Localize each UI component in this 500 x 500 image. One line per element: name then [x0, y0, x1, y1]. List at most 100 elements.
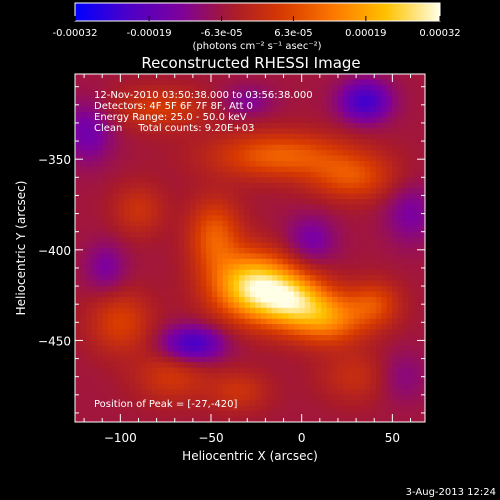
heatmap-cell	[118, 144, 125, 151]
heatmap-cell	[310, 383, 317, 390]
heatmap-cell	[293, 74, 300, 80]
heatmap-cell	[239, 220, 245, 227]
heatmap-cell	[364, 362, 371, 369]
heatmap-cell	[102, 188, 109, 195]
heatmap-cell	[233, 79, 240, 86]
heatmap-cell	[118, 209, 125, 216]
heatmap-cell	[260, 313, 267, 320]
heatmap-cell	[157, 84, 163, 91]
heatmap-cell	[342, 117, 349, 124]
heatmap-cell	[173, 400, 180, 407]
heatmap-cell	[107, 237, 114, 243]
heatmap-cell	[375, 220, 382, 227]
heatmap-cell	[299, 90, 306, 97]
heatmap-cell	[102, 405, 109, 412]
heatmap-cell	[260, 95, 267, 102]
heatmap-cell	[342, 269, 349, 276]
heatmap-cell	[222, 286, 229, 292]
heatmap-cell	[200, 166, 207, 173]
heatmap-cell	[381, 307, 388, 314]
heatmap-cell	[173, 209, 180, 216]
heatmap-cell	[288, 204, 295, 211]
heatmap-cell	[135, 318, 142, 325]
heatmap-cell	[403, 139, 409, 146]
heatmap-cell	[167, 74, 174, 80]
heatmap-cell	[288, 389, 295, 396]
heatmap-cell	[260, 144, 267, 151]
heatmap-cell	[293, 242, 300, 249]
heatmap-cell	[167, 280, 174, 287]
heatmap-cell	[364, 367, 371, 374]
heatmap-cell	[200, 373, 207, 379]
heatmap-cell	[359, 117, 366, 124]
heatmap-cell	[403, 101, 409, 108]
heatmap-cell	[91, 117, 98, 124]
heatmap-cell	[260, 248, 267, 254]
heatmap-cell	[288, 373, 295, 379]
heatmap-cell	[370, 193, 377, 200]
heatmap-cell	[375, 400, 382, 407]
heatmap-cell	[118, 411, 125, 417]
heatmap-cell	[233, 345, 240, 352]
heatmap-cell	[118, 280, 125, 287]
heatmap-cell	[315, 166, 322, 173]
heatmap-cell	[75, 95, 81, 102]
heatmap-cell	[375, 307, 382, 314]
heatmap-cell	[271, 106, 278, 113]
heatmap-cell	[217, 106, 224, 113]
heatmap-cell	[271, 291, 278, 298]
heatmap-cell	[217, 286, 224, 292]
heatmap-cell	[414, 286, 420, 292]
heatmap-cell	[342, 362, 349, 369]
heatmap-cell	[233, 405, 240, 412]
heatmap-cell	[200, 95, 207, 102]
heatmap-cell	[146, 253, 152, 260]
heatmap-cell	[124, 253, 131, 260]
heatmap-cell	[211, 253, 218, 260]
heatmap-cell	[217, 383, 224, 390]
heatmap-cell	[178, 356, 185, 363]
heatmap-cell	[321, 248, 327, 254]
heatmap-cell	[178, 155, 185, 162]
heatmap-cell	[375, 416, 382, 423]
heatmap-cell	[173, 128, 180, 135]
heatmap-cell	[129, 280, 136, 287]
heatmap-cell	[381, 248, 388, 254]
heatmap-cell	[222, 122, 229, 129]
heatmap-cell	[321, 237, 327, 243]
heatmap-cell	[85, 220, 92, 227]
heatmap-cell	[167, 226, 174, 233]
heatmap-cell	[140, 117, 147, 124]
heatmap-cell	[375, 394, 382, 401]
heatmap-cell	[162, 394, 169, 401]
heatmap-cell	[403, 144, 409, 151]
heatmap-cell	[178, 367, 185, 374]
heatmap-cell	[200, 90, 207, 97]
heatmap-cell	[255, 411, 262, 417]
heatmap-cell	[118, 394, 125, 401]
heatmap-cell	[299, 177, 306, 184]
heatmap-cell	[332, 296, 338, 303]
heatmap-cell	[332, 307, 338, 314]
y-axis-label: Heliocentric Y (arcsec)	[14, 181, 28, 316]
heatmap-cell	[364, 133, 371, 140]
heatmap-cell	[200, 248, 207, 254]
heatmap-cell	[178, 318, 185, 325]
heatmap-cell	[282, 313, 289, 320]
heatmap-cell	[200, 340, 207, 347]
heatmap-cell	[80, 258, 87, 265]
heatmap-cell	[107, 117, 114, 124]
heatmap-cell	[414, 248, 420, 254]
heatmap-cell	[288, 291, 295, 298]
heatmap-cell	[135, 242, 142, 249]
heatmap-cell	[162, 286, 169, 292]
heatmap-cell	[375, 161, 382, 167]
heatmap-cell	[228, 324, 234, 330]
heatmap-cell	[255, 400, 262, 407]
heatmap-cell	[96, 296, 103, 303]
heatmap-cell	[370, 248, 377, 254]
heatmap-cell	[167, 329, 174, 336]
heatmap-cell	[129, 335, 136, 341]
heatmap-cell	[408, 101, 415, 108]
heatmap-cell	[233, 95, 240, 102]
